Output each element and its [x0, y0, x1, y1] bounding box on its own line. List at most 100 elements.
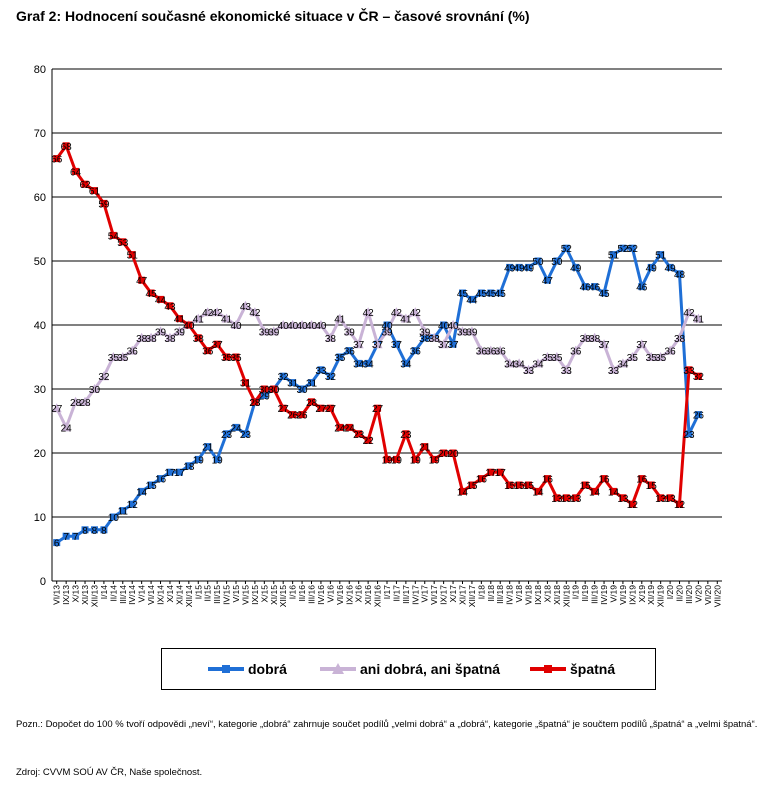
data-point-marker: [109, 231, 117, 239]
data-label: 20: [438, 449, 450, 460]
data-label: 50: [532, 257, 544, 268]
x-tick-label: V/17: [420, 585, 430, 603]
x-tick-label: X/19: [637, 585, 647, 603]
data-point-marker: [223, 430, 231, 438]
data-label: 24: [230, 423, 242, 434]
x-tick-label: III/15: [212, 585, 222, 604]
data-label: 35: [334, 353, 346, 364]
data-label: 49: [570, 263, 582, 274]
data-label: 35: [221, 353, 233, 364]
data-point-marker: [72, 532, 80, 540]
data-point-marker: [117, 352, 128, 361]
data-point-marker: [202, 307, 213, 317]
data-point-marker: [326, 372, 334, 380]
data-point-marker: [259, 326, 270, 336]
data-point-marker: [353, 339, 364, 349]
data-point-marker: [694, 372, 702, 380]
data-point-marker: [429, 332, 440, 342]
data-point-marker: [336, 353, 344, 361]
data-point-marker: [213, 340, 221, 348]
data-point-marker: [345, 423, 353, 431]
data-point-marker: [534, 257, 542, 265]
data-point-marker: [458, 289, 466, 297]
data-point-marker: [325, 332, 336, 342]
data-point-marker: [62, 532, 70, 540]
data-label: 35: [230, 353, 242, 364]
data-label: 19: [212, 455, 224, 466]
data-label: 45: [598, 289, 610, 300]
x-tick-label: IV/18: [505, 585, 515, 605]
data-label: 51: [655, 251, 667, 262]
data-label: 35: [655, 353, 667, 364]
x-tick-label: IV/14: [127, 585, 137, 605]
x-tick-label: IX/18: [533, 585, 543, 605]
data-label: 36: [344, 347, 356, 358]
data-point-marker: [289, 411, 297, 419]
data-label: 41: [334, 315, 346, 326]
x-tick-label: I/14: [99, 585, 109, 599]
data-point-marker: [580, 332, 591, 342]
data-point-marker: [308, 379, 316, 387]
data-point-marker: [532, 358, 543, 368]
data-point-marker: [80, 396, 91, 406]
data-label: 19: [429, 455, 441, 466]
data-point-marker: [363, 307, 374, 317]
data-point-marker: [666, 263, 674, 271]
chart-title: Graf 2: Hodnocení současné ekonomické si…: [16, 8, 530, 24]
y-tick-label: 10: [34, 512, 46, 524]
data-point-marker: [81, 526, 89, 534]
x-tick-label: XI/14: [174, 585, 184, 605]
x-tick-label: II/15: [203, 585, 213, 602]
x-tick-label: XI/13: [80, 585, 90, 605]
data-label: 52: [617, 244, 629, 255]
x-tick-label: XII/14: [184, 585, 194, 607]
data-label: 17: [485, 468, 497, 479]
data-label: 39: [419, 327, 431, 338]
x-tick-label: VI/19: [618, 585, 628, 605]
data-label: 38: [589, 334, 601, 345]
data-point-marker: [543, 276, 551, 284]
source-note: Zdroj: CVVM SOÚ AV ČR, Naše společnost.: [16, 767, 203, 778]
data-label: 30: [259, 385, 271, 396]
data-point-marker: [457, 326, 468, 336]
x-tick-label: IX/15: [250, 585, 260, 605]
data-point-marker: [676, 270, 684, 278]
data-point-marker: [655, 352, 666, 361]
data-point-marker: [647, 263, 655, 271]
data-label: 45: [146, 289, 158, 300]
data-point-marker: [542, 352, 553, 361]
data-label: 28: [79, 398, 91, 409]
data-label: 51: [127, 251, 139, 262]
legend-marker-triangle-lilac-icon: [320, 663, 356, 674]
x-tick-label: VI/15: [240, 585, 250, 605]
data-point-marker: [402, 359, 410, 367]
data-point-marker: [53, 539, 61, 547]
data-point-marker: [90, 526, 98, 534]
data-point-marker: [448, 320, 459, 329]
data-label: 32: [98, 372, 110, 383]
data-label: 30: [89, 385, 101, 396]
data-label: 10: [108, 513, 120, 524]
x-tick-label: II/14: [108, 585, 118, 602]
data-label: 14: [608, 487, 620, 498]
data-label: 35: [646, 353, 658, 364]
data-label: 32: [278, 372, 290, 383]
x-tick-label: VI/16: [335, 585, 345, 605]
data-label: 34: [617, 359, 629, 370]
data-label: 38: [146, 334, 158, 345]
data-label: 35: [551, 353, 563, 364]
data-label: 44: [155, 295, 167, 306]
data-label: 45: [495, 289, 507, 300]
data-label: 61: [89, 187, 101, 198]
data-label: 49: [504, 263, 516, 274]
x-tick-label: XI/19: [646, 585, 656, 605]
data-label: 16: [155, 475, 167, 486]
x-tick-label: V/20: [693, 585, 703, 603]
data-point-marker: [221, 313, 232, 323]
data-label: 40: [381, 321, 393, 332]
data-point-marker: [119, 507, 127, 515]
x-tick-label: XI/16: [363, 585, 373, 605]
data-label: 15: [504, 481, 516, 492]
x-tick-label: IV/17: [410, 585, 420, 605]
